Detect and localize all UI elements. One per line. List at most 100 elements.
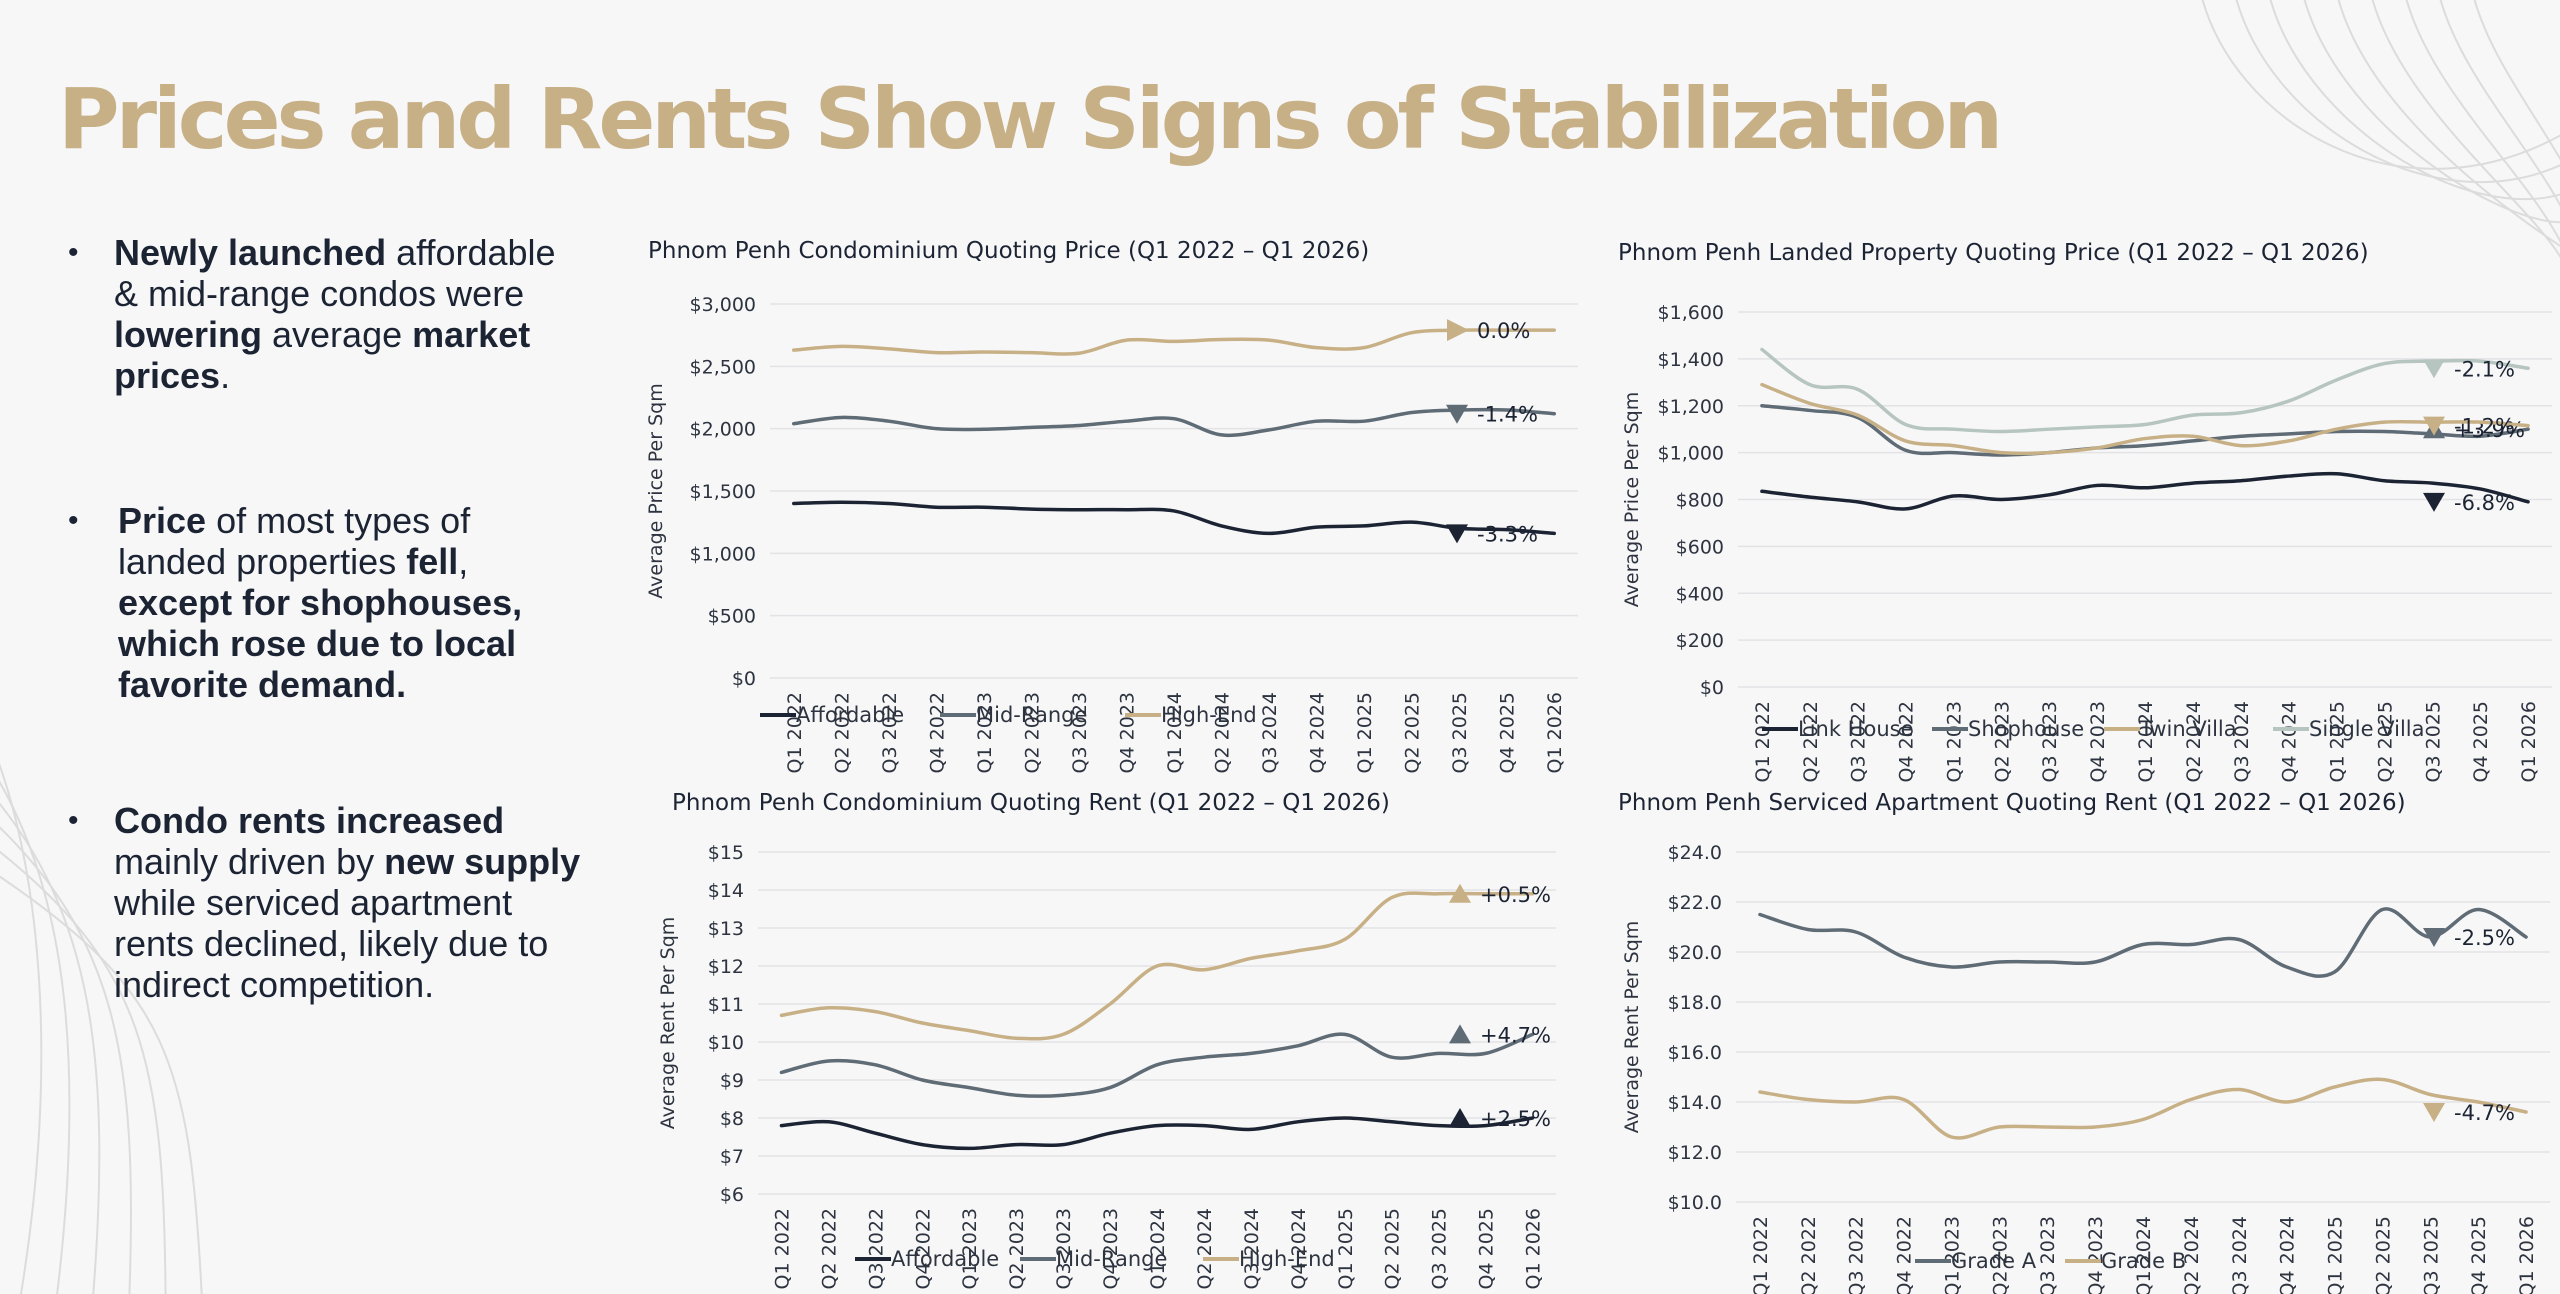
chart-title: Phnom Penh Condominium Quoting Rent (Q1 …: [672, 790, 1390, 816]
y-axis-label: Average Price Per Sqm: [1621, 392, 1643, 607]
x-tick-label: Q3 2025: [2422, 701, 2444, 782]
x-tick-label: Q1 2026: [1544, 692, 1566, 773]
x-tick-label: Q2 2022: [831, 692, 853, 773]
x-tick-label: Q4 2024: [2277, 1216, 2299, 1294]
x-tick-label: Q1 2023: [974, 692, 996, 773]
bullet-dot: •: [68, 804, 79, 837]
bullet-bold-text: except for shophouses, which rose due to…: [118, 582, 523, 705]
x-tick-label: Q3 2024: [2229, 1216, 2251, 1294]
chart-condo-rent: Phnom Penh Condominium Quoting Rent (Q1 …: [657, 790, 1556, 1289]
x-tick-label: Q4 2023: [2085, 1216, 2107, 1294]
bullet-bold-text: market prices: [114, 314, 531, 396]
change-down-icon: [1446, 524, 1468, 544]
x-tick-label: Q3 2023: [2039, 701, 2061, 782]
y-tick-label: $2,000: [690, 419, 756, 441]
legend-label: Affordable: [796, 703, 904, 727]
bullet-plain-text: mainly driven by: [114, 841, 385, 882]
change-down-icon: [2423, 492, 2445, 512]
legend-label: High-End: [1239, 1247, 1335, 1271]
x-tick-label: Q1 2026: [2518, 701, 2540, 782]
deco-curve: [2269, 0, 2560, 201]
x-tick-label: Q3 2022: [1848, 701, 1870, 782]
y-tick-label: $13: [708, 918, 744, 940]
x-tick-label: Q1 2023: [1941, 1216, 1963, 1294]
deco-curve: [2303, 0, 2560, 224]
change-label: -4.7%: [2454, 1101, 2515, 1125]
x-tick-label: Q1 2024: [2133, 1216, 2155, 1294]
x-tick-label: Q3 2023: [1053, 1208, 1075, 1289]
x-tick-label: Q1 2023: [959, 1208, 981, 1289]
x-tick-label: Q4 2023: [1116, 692, 1138, 773]
series-line-single-villa: [1760, 347, 2530, 434]
bullet-plain-text: affordable & mid-range condos were: [114, 232, 556, 314]
y-tick-label: $22.0: [1668, 892, 1722, 914]
x-tick-label: Q2 2024: [2183, 701, 2205, 782]
x-tick-label: Q2 2023: [1006, 1208, 1028, 1289]
bullet-bold-text: Price: [118, 500, 207, 541]
y-tick-label: $18.0: [1668, 992, 1722, 1014]
chart-title: Phnom Penh Condominium Quoting Price (Q1…: [648, 238, 1369, 264]
chart-title: Phnom Penh Landed Property Quoting Price…: [1618, 240, 2369, 266]
change-up-icon: [1449, 1024, 1471, 1044]
chart-condo-price: Phnom Penh Condominium Quoting Price (Q1…: [645, 238, 1578, 773]
x-tick-label: Q3 2025: [1429, 1208, 1451, 1289]
series-line-mid-range: [779, 1032, 1535, 1098]
bullet-bold-text: Newly launched: [114, 232, 387, 273]
x-tick-label: Q4 2022: [1896, 701, 1918, 782]
deco-curve: [0, 850, 167, 1294]
y-tick-label: $3,000: [690, 294, 756, 316]
legend-label: Mid-Range: [976, 703, 1087, 727]
x-tick-label: Q1 2025: [1335, 1208, 1357, 1289]
x-tick-label: Q2 2022: [1798, 1216, 1820, 1294]
x-tick-label: Q1 2025: [1354, 692, 1376, 773]
deco-curve: [0, 780, 71, 1294]
deco-curve: [2337, 0, 2560, 247]
change-down-icon: [1446, 404, 1468, 424]
change-up-icon: [1449, 1108, 1471, 1127]
series-line-shophouse: [1760, 404, 2530, 457]
x-tick-label: Q2 2022: [1800, 701, 1822, 782]
x-tick-label: Q4 2023: [1100, 1208, 1122, 1289]
y-tick-label: $1,500: [690, 481, 756, 503]
y-tick-label: $11: [708, 994, 744, 1016]
x-tick-label: Q4 2022: [1894, 1216, 1916, 1294]
x-tick-label: Q2 2025: [2374, 701, 2396, 782]
x-tick-label: Q4 2024: [1288, 1208, 1310, 1289]
x-tick-label: Q2 2023: [1991, 701, 2013, 782]
x-tick-label: Q1 2024: [1164, 692, 1186, 773]
x-tick-label: Q4 2024: [2279, 701, 2301, 782]
change-down-icon: [2423, 1103, 2445, 1122]
x-tick-label: Q1 2024: [1147, 1208, 1169, 1289]
series-line-grade-b: [1758, 1077, 2528, 1140]
x-tick-label: Q1 2022: [1750, 1216, 1772, 1294]
change-up-icon: [1449, 883, 1471, 903]
bullet-bold-text: new supply: [384, 841, 581, 882]
change-label: +2.5%: [1480, 1107, 1551, 1131]
bullet-bold-text: lowering: [114, 314, 263, 355]
y-tick-label: $14: [708, 880, 744, 902]
y-tick-label: $10.0: [1668, 1192, 1722, 1214]
y-tick-label: $1,600: [1658, 302, 1724, 324]
y-tick-label: $1,400: [1658, 349, 1724, 371]
legend-label: Twin Villa: [2139, 717, 2237, 741]
x-tick-label: Q3 2025: [2420, 1216, 2442, 1294]
change-label: 0.0%: [1477, 319, 1530, 343]
y-tick-label: $16.0: [1668, 1042, 1722, 1064]
change-down-icon: [2423, 359, 2445, 379]
x-tick-label: Q3 2025: [1449, 692, 1471, 773]
change-label: -2.1%: [2454, 357, 2515, 381]
y-axis-label: Average Rent Per Sqm: [1621, 921, 1643, 1134]
y-tick-label: $20.0: [1668, 942, 1722, 964]
deco-curve: [0, 802, 101, 1294]
x-tick-label: Q3 2022: [879, 692, 901, 773]
series-line-mid-range: [792, 407, 1556, 438]
x-tick-label: Q1 2022: [784, 692, 806, 773]
deco-curve: [2371, 0, 2560, 259]
x-tick-label: Q1 2026: [1523, 1208, 1545, 1289]
bullet-plain-text: while serviced apartment rents declined,…: [114, 882, 549, 1005]
x-tick-label: Q1 2025: [2327, 701, 2349, 782]
y-tick-label: $0: [1700, 677, 1724, 699]
deco-curve: [0, 826, 132, 1294]
y-tick-label: $2,500: [690, 356, 756, 378]
x-tick-label: Q2 2022: [818, 1208, 840, 1289]
